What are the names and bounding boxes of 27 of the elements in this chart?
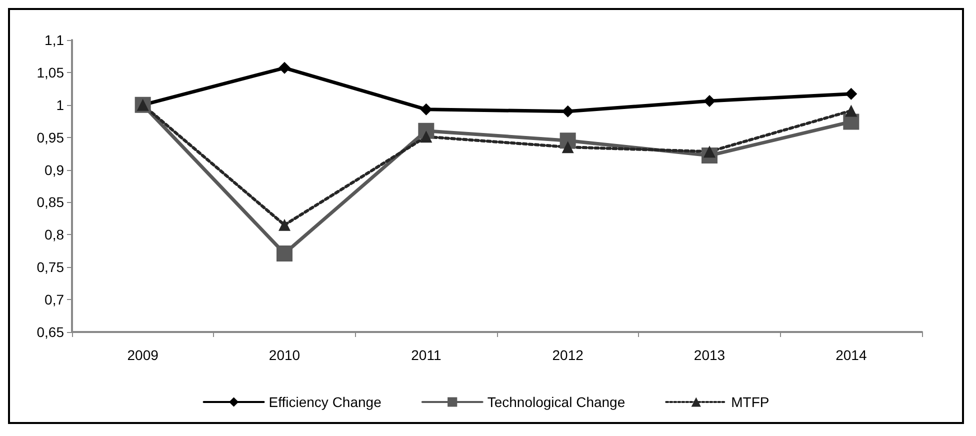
y-tick-label: 0,95 bbox=[36, 129, 64, 146]
y-tick-label: 0,8 bbox=[44, 226, 64, 243]
y-tick-label: 1 bbox=[56, 96, 64, 113]
y-tick-label: 0,75 bbox=[36, 259, 64, 276]
legend-label: Technological Change bbox=[487, 394, 626, 410]
x-tick-label: 2011 bbox=[411, 347, 442, 363]
x-tick-label: 2010 bbox=[268, 347, 300, 363]
y-tick-label: 0,9 bbox=[44, 162, 64, 178]
legend-label: MTFP bbox=[731, 394, 770, 410]
point bbox=[845, 88, 858, 100]
point bbox=[420, 103, 432, 116]
point bbox=[845, 104, 858, 117]
y-tick-label: 0,85 bbox=[36, 194, 64, 210]
point bbox=[278, 62, 290, 74]
y-tick-label: 0,65 bbox=[36, 324, 64, 340]
x-tick-label: 2013 bbox=[694, 347, 726, 363]
x-tick-label: 2012 bbox=[552, 347, 584, 363]
x-tick-label: 2009 bbox=[127, 347, 159, 363]
legend-label: Efficiency Change bbox=[268, 394, 382, 410]
point bbox=[276, 245, 292, 262]
point bbox=[704, 94, 716, 107]
x-tick-label: 2014 bbox=[836, 347, 867, 363]
point bbox=[278, 218, 290, 231]
y-tick-label: 1,1 bbox=[44, 32, 64, 48]
y-tick-label: 1,05 bbox=[36, 64, 64, 80]
y-tick-label: 0,7 bbox=[44, 292, 64, 308]
point bbox=[562, 141, 574, 154]
